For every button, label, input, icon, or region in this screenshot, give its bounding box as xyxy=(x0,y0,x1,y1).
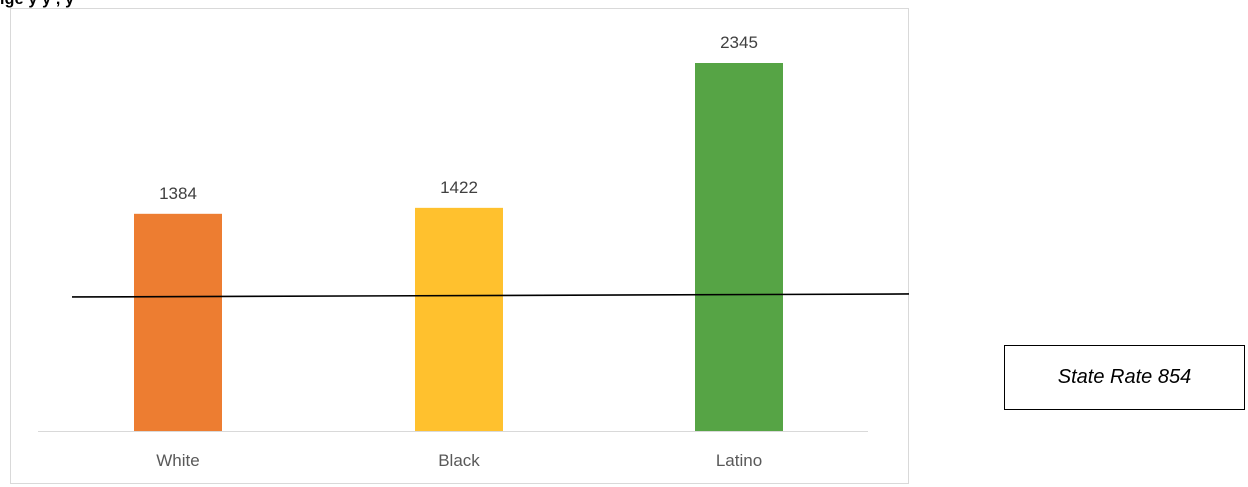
bar-value-white: 1384 xyxy=(159,184,197,203)
state-rate-line xyxy=(71,293,910,298)
bar-value-black: 1422 xyxy=(440,178,478,197)
bar-white xyxy=(134,213,222,431)
state-rate-box: State Rate 854 xyxy=(1004,345,1245,410)
category-label-white: White xyxy=(156,451,199,470)
category-label-latino: Latino xyxy=(716,451,762,470)
bar-value-latino: 2345 xyxy=(720,33,758,52)
state-rate-label: State Rate 854 xyxy=(1057,366,1192,388)
chart-title-partial: ige y y , y xyxy=(0,0,74,9)
bar-black xyxy=(415,207,503,431)
category-label-black: Black xyxy=(438,451,480,470)
bar-latino xyxy=(695,63,783,431)
